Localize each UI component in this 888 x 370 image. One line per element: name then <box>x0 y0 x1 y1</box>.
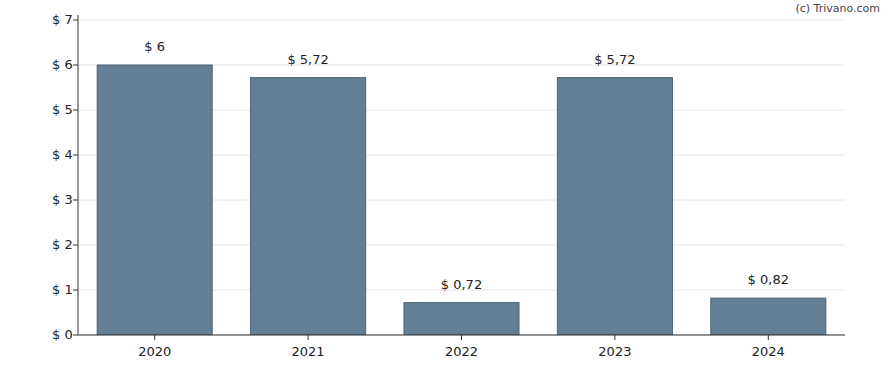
y-tick-label: $ 4 <box>52 147 73 162</box>
x-tick <box>768 335 769 340</box>
data-label: $ 5,72 <box>287 52 328 67</box>
credit: (c) Trivano.com <box>795 2 880 15</box>
y-tick <box>73 110 78 111</box>
data-label: $ 6 <box>144 39 165 54</box>
y-tick-label: $ 7 <box>52 12 73 27</box>
bars <box>97 65 826 335</box>
y-tick-label: $ 0 <box>52 327 73 342</box>
y-tick-label: $ 1 <box>52 282 73 297</box>
x-tick-label: 2023 <box>598 344 631 359</box>
x-tick <box>154 335 155 340</box>
y-tick-label: $ 6 <box>52 57 73 72</box>
chart-container: $ 0 $ 1 $ 2 $ 3 $ 4 $ 5 $ 6 $ 7 $ 6 $ 5,72 $ 0,72 $… <box>0 0 888 370</box>
y-tick <box>73 65 78 66</box>
data-label: $ 5,72 <box>594 52 635 67</box>
x-tick-label: 2024 <box>752 344 785 359</box>
x-tick <box>308 335 309 340</box>
y-tick <box>73 290 78 291</box>
bar <box>97 65 212 335</box>
y-tick-label: $ 3 <box>52 192 73 207</box>
data-label: $ 0,72 <box>441 277 482 292</box>
x-tick-label: 2021 <box>292 344 325 359</box>
bar <box>557 78 672 335</box>
y-tick <box>73 200 78 201</box>
chart-svg: $ 0 $ 1 $ 2 $ 3 $ 4 $ 5 $ 6 $ 7 $ 6 $ 5,72 $ 0,72 $… <box>0 0 888 370</box>
y-tick <box>73 335 78 336</box>
y-tick <box>73 20 78 21</box>
y-tick <box>73 155 78 156</box>
y-tick-label: $ 2 <box>52 237 73 252</box>
grid-line <box>78 20 845 21</box>
x-tick-label: 2020 <box>138 344 171 359</box>
bar <box>711 298 826 335</box>
data-label: $ 0,82 <box>748 272 789 287</box>
bar <box>404 303 519 335</box>
bar <box>251 78 366 335</box>
x-tick <box>614 335 615 340</box>
x-tick-label: 2022 <box>445 344 478 359</box>
y-axis <box>78 15 79 335</box>
x-tick <box>461 335 462 340</box>
y-tick <box>73 245 78 246</box>
y-tick-label: $ 5 <box>52 102 73 117</box>
